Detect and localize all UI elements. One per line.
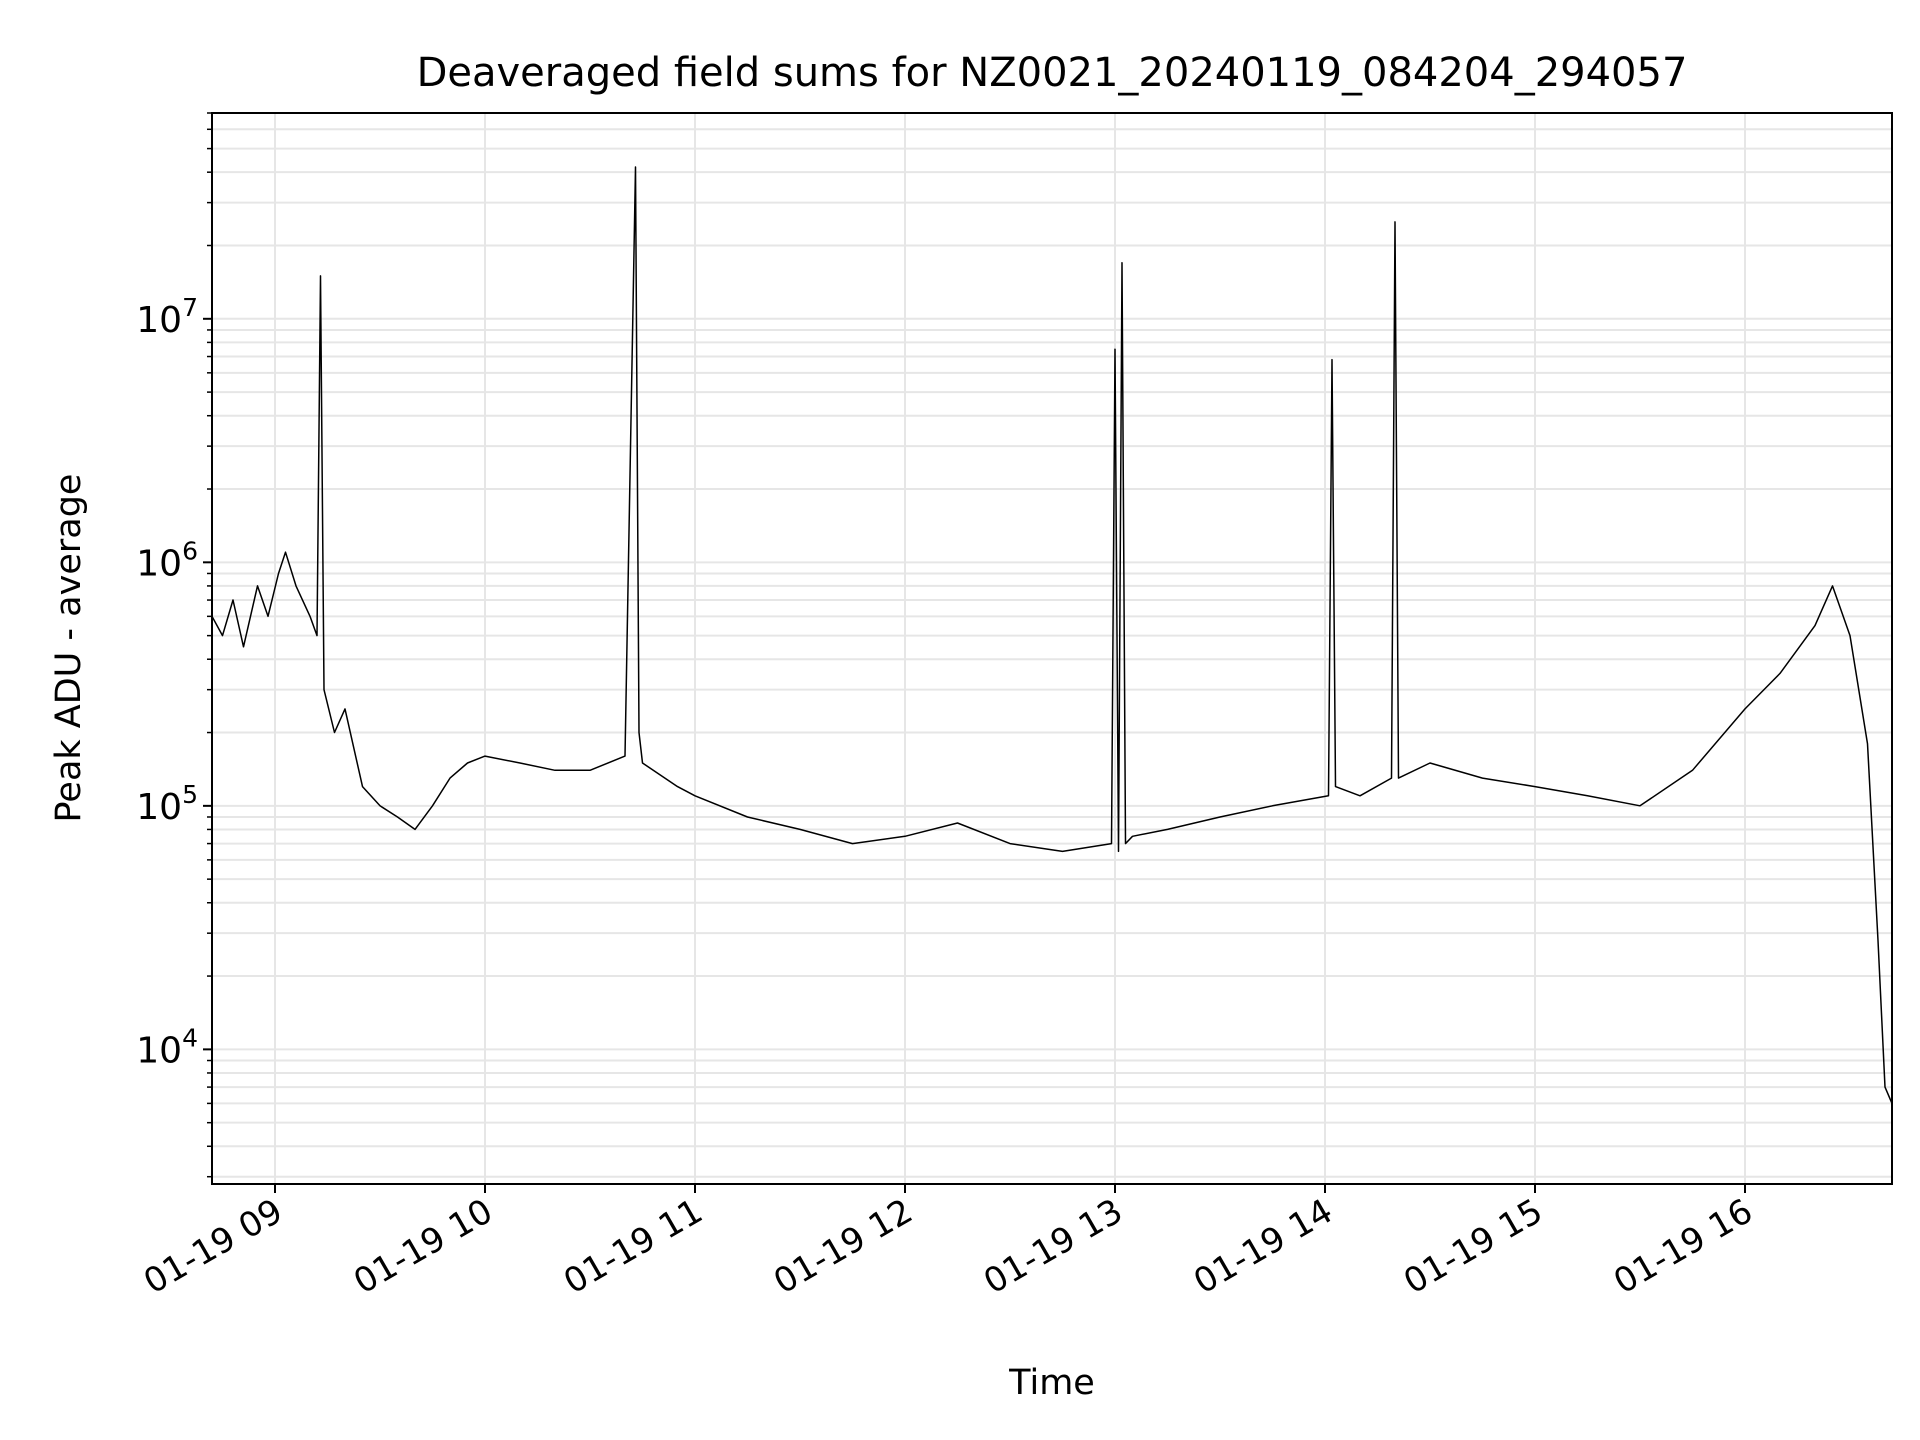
major-gridlines xyxy=(212,113,1892,1184)
series-layer xyxy=(212,166,1892,1104)
y-tick-label: 105 xyxy=(136,780,198,828)
x-axis-label: Time xyxy=(1008,1363,1095,1403)
y-axis-label: Peak ADU - average xyxy=(49,474,89,823)
minor-gridlines xyxy=(212,112,1892,1178)
y-axis: 104 105 106 107 xyxy=(136,112,212,1178)
y-tick-label: 106 xyxy=(136,536,198,584)
y-tick-label: 107 xyxy=(136,293,198,341)
chart-title: Deaveraged field sums for NZ0021_2024011… xyxy=(417,50,1688,96)
series-line-0 xyxy=(212,166,1892,1104)
plot-area-background xyxy=(212,113,1892,1184)
y-tick-label: 104 xyxy=(136,1023,198,1071)
plot-frame xyxy=(211,112,1893,1185)
